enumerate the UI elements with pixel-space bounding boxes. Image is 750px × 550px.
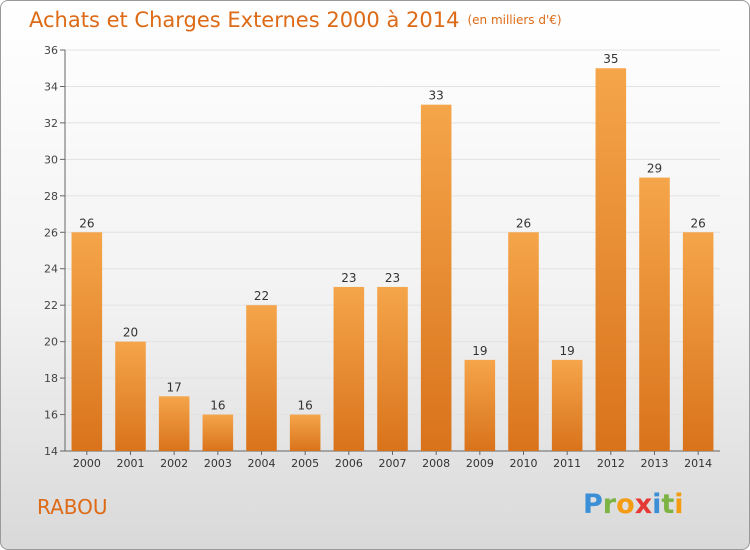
- data-label-2007: 23: [385, 271, 400, 285]
- x-tick-label-2014: 2014: [684, 457, 712, 470]
- logo-letter: t: [661, 489, 675, 520]
- y-tick-label: 32: [44, 117, 58, 130]
- data-label-2014: 26: [691, 216, 706, 230]
- bar-2000: [71, 232, 103, 451]
- x-tick-label-2000: 2000: [73, 457, 101, 470]
- data-label-2005: 16: [298, 399, 313, 413]
- y-tick-label: 16: [44, 409, 58, 422]
- y-tick-label: 26: [44, 226, 58, 239]
- bar-2012: [595, 68, 627, 452]
- y-tick-label: 24: [44, 263, 58, 276]
- data-label-2006: 23: [341, 271, 356, 285]
- x-tick-label-2006: 2006: [335, 457, 363, 470]
- bar-2001: [115, 341, 146, 451]
- logo-letter: i: [674, 489, 684, 520]
- data-label-2013: 29: [647, 162, 662, 176]
- x-tick-label-2013: 2013: [641, 457, 669, 470]
- y-tick-label: 30: [44, 153, 58, 166]
- bar-2004: [246, 305, 277, 451]
- x-tick-label-2005: 2005: [291, 457, 319, 470]
- x-tick-label-2007: 2007: [379, 457, 407, 470]
- y-tick-label: 34: [44, 80, 58, 93]
- x-tick-label-2012: 2012: [597, 457, 625, 470]
- x-tick-label-2003: 2003: [204, 457, 232, 470]
- data-label-2008: 33: [429, 89, 444, 103]
- bar-2010: [508, 232, 539, 451]
- x-tick-label-2009: 2009: [466, 457, 494, 470]
- bar-2014: [682, 232, 714, 451]
- x-tick-label-2001: 2001: [117, 457, 145, 470]
- data-label-2002: 17: [167, 380, 182, 394]
- data-label-2004: 22: [254, 289, 269, 303]
- data-label-2011: 19: [560, 344, 575, 358]
- commune-name: RABOU: [37, 495, 108, 519]
- bar-2009: [464, 359, 496, 451]
- bar-2002: [158, 396, 190, 451]
- y-tick-label: 36: [44, 44, 58, 57]
- y-tick-label: 28: [44, 190, 58, 203]
- bar-2011: [551, 359, 583, 451]
- data-label-2010: 26: [516, 216, 531, 230]
- bar-2003: [202, 414, 234, 451]
- logo-letter: o: [616, 489, 635, 520]
- bar-2007: [377, 286, 408, 451]
- y-tick-label: 14: [44, 445, 58, 458]
- bar-2005: [289, 414, 321, 451]
- logo-letter: r: [602, 489, 617, 520]
- y-tick-label: 22: [44, 299, 58, 312]
- labels: 14 16 18 20 22 24 26 28 30 32 34 36 26 2000 20 2001 17 20…: [44, 44, 712, 470]
- x-tick-label-2011: 2011: [553, 457, 581, 470]
- bars: [71, 68, 714, 452]
- logo-letter: i: [652, 489, 662, 520]
- x-tick-label-2010: 2010: [510, 457, 538, 470]
- bar-2006: [333, 286, 365, 451]
- data-label-2012: 35: [603, 52, 618, 66]
- chart-subtitle: (en milliers d'€): [467, 13, 562, 27]
- logo-letter: x: [634, 489, 653, 520]
- y-tick-label: 18: [44, 372, 58, 385]
- data-label-2001: 20: [123, 326, 138, 340]
- bar-2008: [420, 104, 452, 451]
- proxiti-logo: Proxiti: [583, 489, 684, 520]
- x-tick-label-2008: 2008: [422, 457, 450, 470]
- x-tick-label-2002: 2002: [160, 457, 188, 470]
- x-tick-label-2004: 2004: [248, 457, 276, 470]
- chart-title: Achats et Charges Externes 2000 à 2014 (e…: [29, 8, 562, 32]
- bar-2013: [639, 177, 670, 451]
- data-label-2003: 16: [210, 399, 225, 413]
- logo-letter: P: [583, 489, 603, 520]
- y-tick-label: 20: [44, 336, 58, 349]
- data-label-2009: 19: [472, 344, 487, 358]
- data-label-2000: 26: [79, 216, 94, 230]
